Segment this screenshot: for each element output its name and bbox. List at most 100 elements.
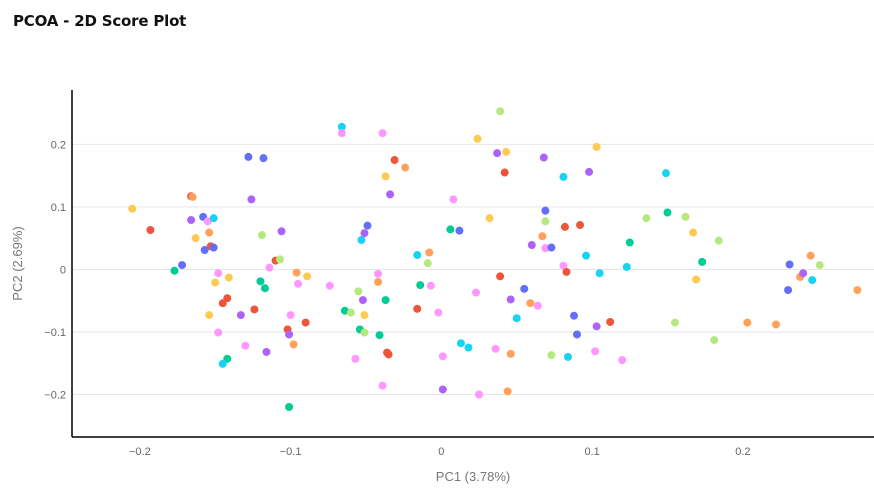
data-point[interactable] — [360, 311, 369, 320]
data-point[interactable] — [799, 269, 808, 278]
data-point[interactable] — [200, 246, 209, 255]
data-point[interactable] — [378, 129, 387, 138]
data-point[interactable] — [426, 281, 435, 290]
data-point[interactable] — [582, 251, 591, 260]
data-point[interactable] — [533, 301, 542, 310]
data-point[interactable] — [289, 340, 298, 349]
data-point[interactable] — [559, 261, 568, 270]
data-point[interactable] — [547, 351, 556, 360]
data-point[interactable] — [351, 354, 360, 363]
data-point[interactable] — [595, 269, 604, 278]
data-point[interactable] — [285, 330, 294, 339]
data-point[interactable] — [262, 347, 271, 356]
data-point[interactable] — [337, 122, 346, 131]
data-point[interactable] — [446, 225, 455, 234]
data-point[interactable] — [259, 154, 268, 163]
data-point[interactable] — [223, 294, 232, 303]
data-point[interactable] — [425, 248, 434, 257]
data-point[interactable] — [178, 261, 187, 270]
data-point[interactable] — [661, 169, 670, 178]
data-point[interactable] — [205, 311, 214, 320]
data-point[interactable] — [384, 350, 393, 359]
data-point[interactable] — [434, 308, 443, 317]
data-point[interactable] — [209, 243, 218, 252]
data-point[interactable] — [276, 255, 285, 264]
data-point[interactable] — [374, 269, 383, 278]
data-point[interactable] — [512, 314, 521, 323]
data-point[interactable] — [475, 390, 484, 399]
data-point[interactable] — [642, 214, 651, 223]
data-point[interactable] — [520, 284, 529, 293]
data-point[interactable] — [416, 281, 425, 290]
data-point[interactable] — [671, 318, 680, 327]
data-point[interactable] — [784, 286, 793, 295]
data-point[interactable] — [360, 229, 369, 238]
data-point[interactable] — [491, 344, 500, 353]
data-point[interactable] — [493, 149, 502, 158]
data-point[interactable] — [473, 134, 482, 143]
data-point[interactable] — [618, 356, 627, 365]
data-point[interactable] — [559, 172, 568, 181]
data-point[interactable] — [191, 234, 200, 243]
data-point[interactable] — [277, 227, 286, 236]
data-point[interactable] — [241, 341, 250, 350]
data-point[interactable] — [562, 267, 571, 276]
data-point[interactable] — [541, 217, 550, 226]
data-point[interactable] — [224, 273, 233, 282]
data-point[interactable] — [592, 322, 601, 331]
data-point[interactable] — [401, 163, 410, 172]
data-point[interactable] — [500, 168, 509, 177]
data-point[interactable] — [622, 262, 631, 271]
data-point[interactable] — [785, 260, 794, 269]
data-point[interactable] — [438, 385, 447, 394]
data-point[interactable] — [340, 306, 349, 315]
data-point[interactable] — [692, 275, 701, 284]
data-point[interactable] — [423, 259, 432, 268]
data-point[interactable] — [301, 318, 310, 327]
data-point[interactable] — [573, 330, 582, 339]
data-point[interactable] — [188, 192, 197, 201]
data-point[interactable] — [363, 221, 372, 230]
data-point[interactable] — [506, 295, 515, 304]
data-point[interactable] — [381, 296, 390, 305]
data-point[interactable] — [592, 142, 601, 151]
data-point[interactable] — [539, 153, 548, 162]
data-point[interactable] — [214, 269, 223, 278]
data-point[interactable] — [346, 308, 355, 317]
data-point[interactable] — [496, 107, 505, 116]
data-point[interactable] — [292, 268, 301, 277]
data-point[interactable] — [547, 243, 556, 252]
data-point[interactable] — [506, 349, 515, 358]
data-point[interactable] — [257, 231, 266, 240]
data-point[interactable] — [591, 347, 600, 356]
data-point[interactable] — [390, 156, 399, 165]
data-point[interactable] — [375, 331, 384, 340]
data-point[interactable] — [358, 296, 367, 305]
data-point[interactable] — [585, 167, 594, 176]
data-point[interactable] — [806, 251, 815, 260]
data-point[interactable] — [541, 206, 550, 215]
data-point[interactable] — [526, 299, 535, 308]
data-point[interactable] — [456, 339, 465, 348]
data-point[interactable] — [256, 277, 265, 286]
data-point[interactable] — [209, 214, 218, 223]
data-point[interactable] — [689, 228, 698, 237]
data-point[interactable] — [211, 278, 220, 287]
data-point[interactable] — [464, 343, 473, 352]
data-point[interactable] — [187, 216, 196, 225]
data-point[interactable] — [714, 236, 723, 245]
data-point[interactable] — [606, 317, 615, 326]
data-point[interactable] — [663, 208, 672, 217]
data-point[interactable] — [815, 261, 824, 270]
data-point[interactable] — [357, 236, 366, 245]
data-point[interactable] — [853, 286, 862, 295]
data-point[interactable] — [354, 287, 363, 296]
data-point[interactable] — [563, 352, 572, 361]
data-point[interactable] — [303, 272, 312, 281]
data-point[interactable] — [560, 222, 569, 231]
data-point[interactable] — [472, 288, 481, 297]
data-point[interactable] — [413, 304, 422, 313]
data-point[interactable] — [265, 263, 274, 272]
data-point[interactable] — [527, 241, 536, 250]
data-point[interactable] — [260, 284, 269, 293]
